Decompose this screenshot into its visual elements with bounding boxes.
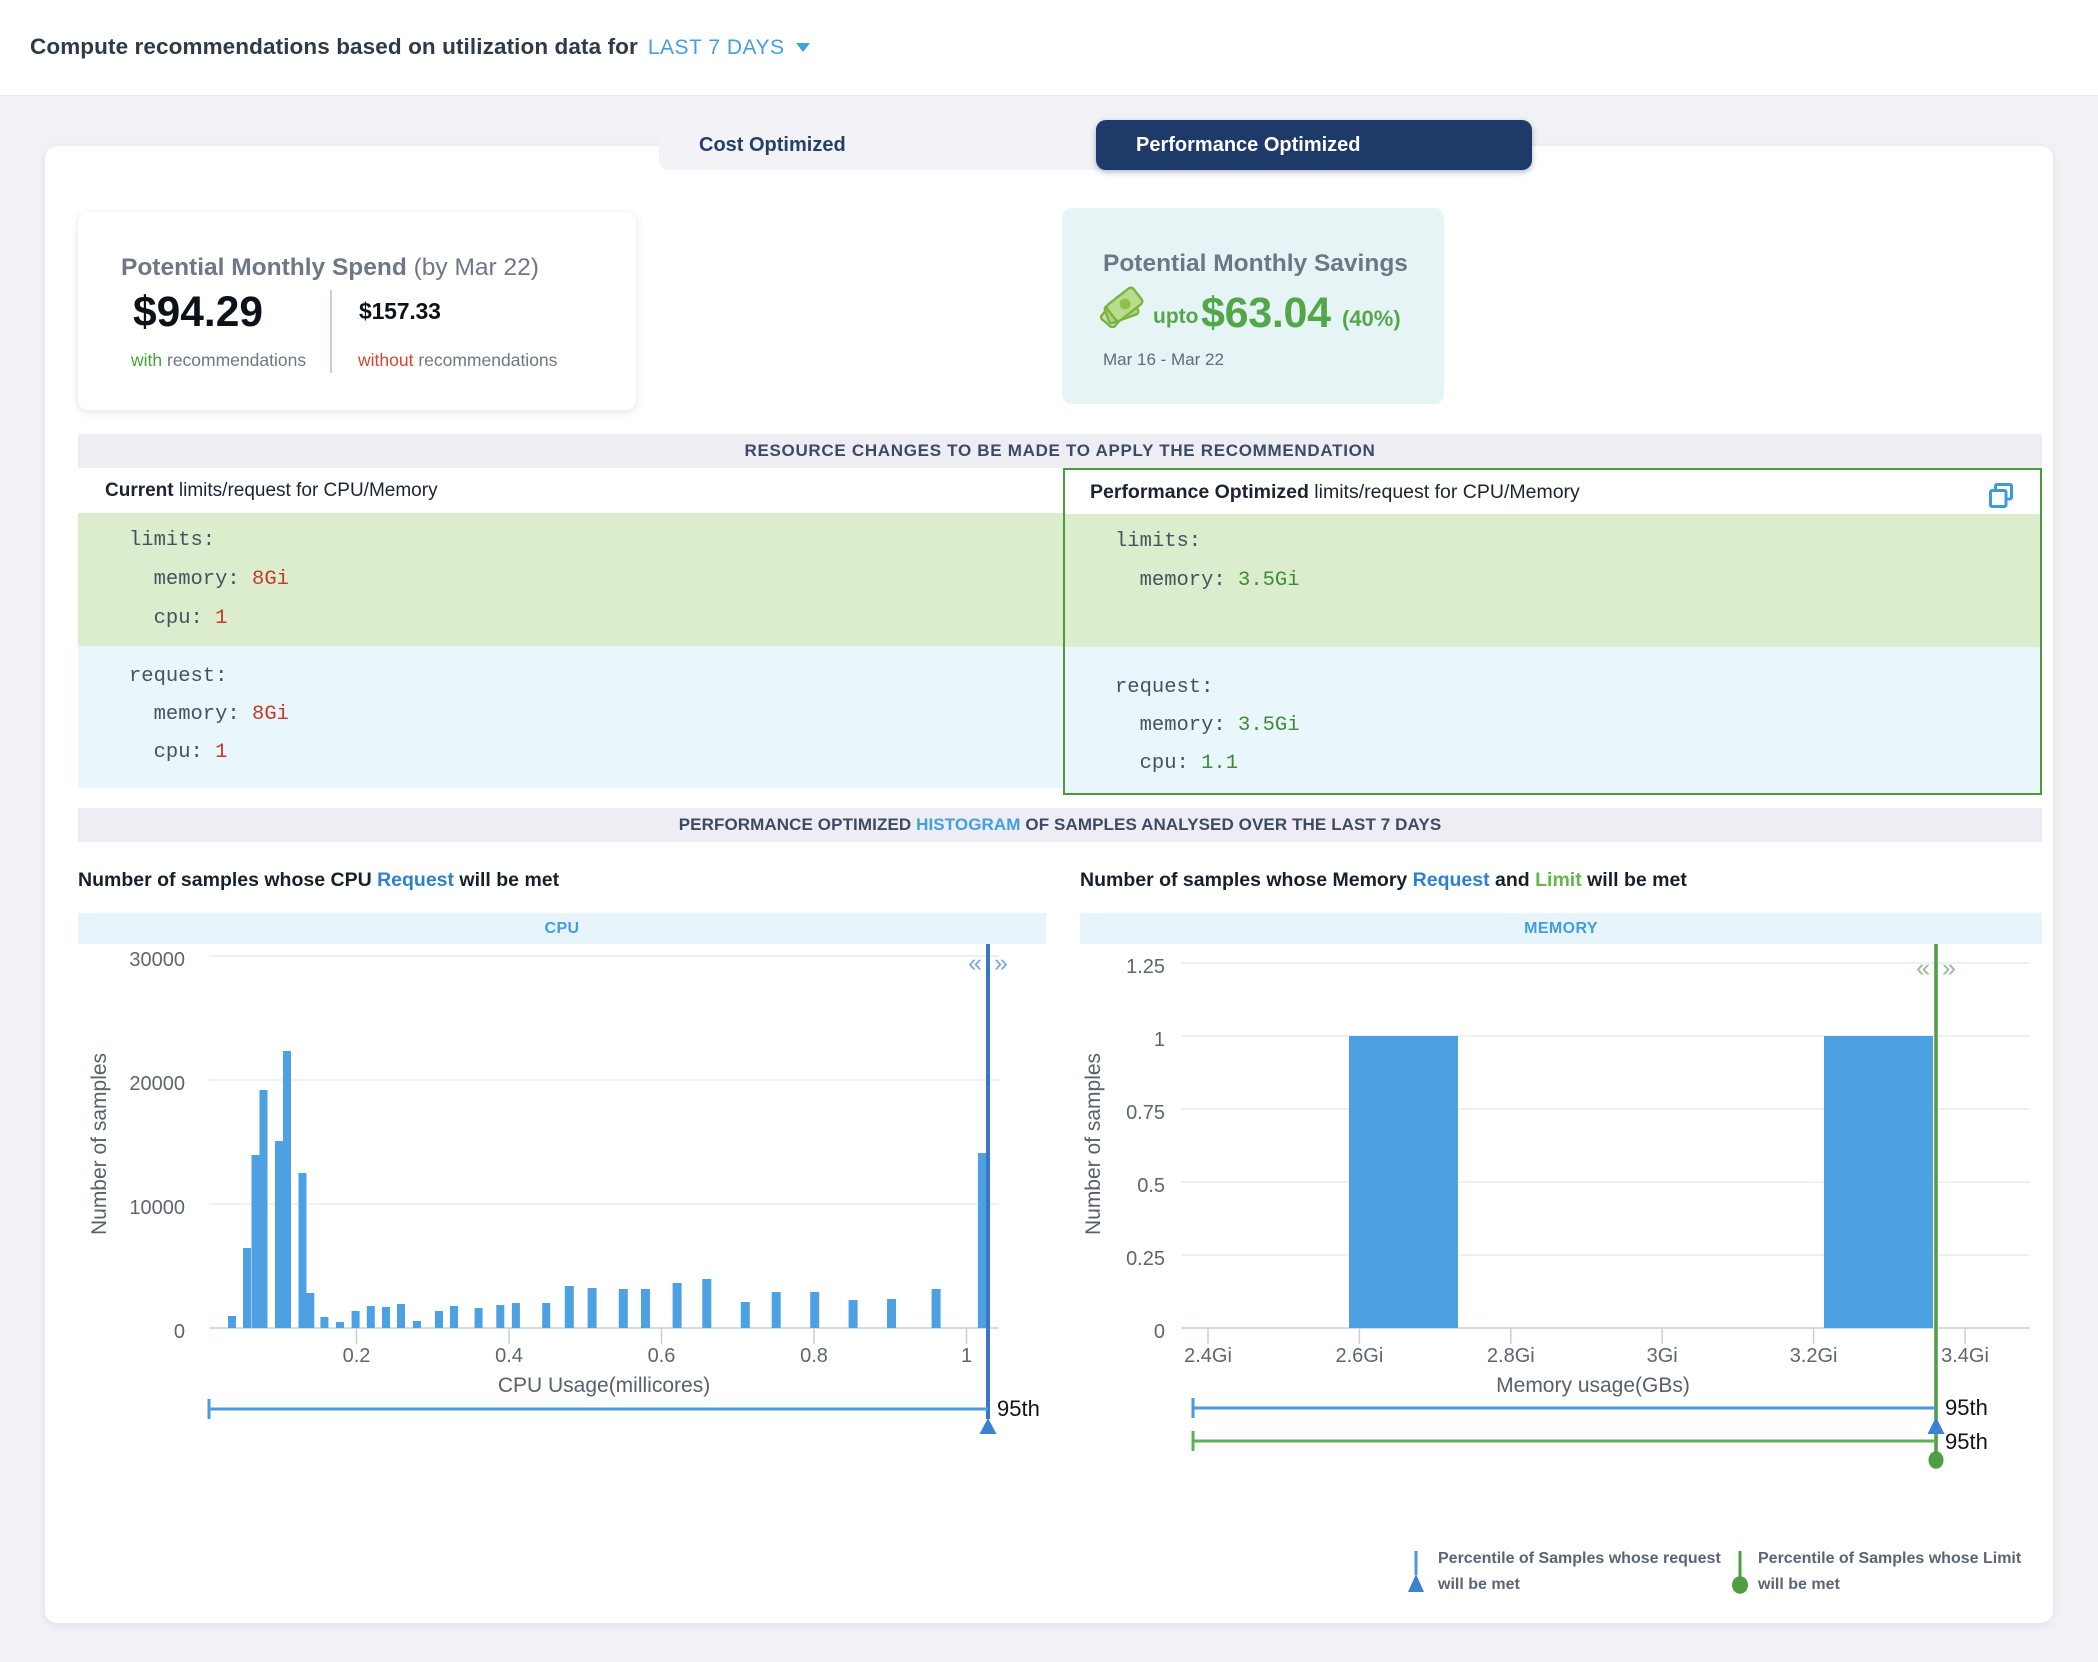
- svg-text:0.6: 0.6: [648, 1345, 676, 1367]
- svg-text:0: 0: [174, 1321, 185, 1343]
- svg-text:2.8Gi: 2.8Gi: [1487, 1345, 1535, 1367]
- svg-text:Number of samples: Number of samples: [1082, 1053, 1105, 1235]
- svg-text:«: «: [1916, 954, 1930, 982]
- svg-text:30000: 30000: [129, 949, 185, 971]
- svg-text:3.4Gi: 3.4Gi: [1941, 1345, 1989, 1367]
- svg-text:0.4: 0.4: [495, 1345, 523, 1367]
- svg-text:0.5: 0.5: [1137, 1175, 1165, 1197]
- svg-text:CPU Usage(millicores): CPU Usage(millicores): [498, 1374, 710, 1397]
- svg-text:0.75: 0.75: [1126, 1102, 1165, 1124]
- svg-text:10000: 10000: [129, 1197, 185, 1219]
- svg-text:0: 0: [1154, 1321, 1165, 1343]
- svg-text:0.2: 0.2: [343, 1345, 371, 1367]
- svg-text:2.6Gi: 2.6Gi: [1335, 1345, 1383, 1367]
- svg-text:2.4Gi: 2.4Gi: [1184, 1345, 1232, 1367]
- svg-text:»: »: [994, 949, 1008, 977]
- svg-text:1.25: 1.25: [1126, 956, 1165, 978]
- svg-text:0.8: 0.8: [800, 1345, 828, 1367]
- svg-text:1: 1: [961, 1345, 972, 1367]
- svg-text:95th: 95th: [997, 1396, 1040, 1421]
- svg-text:»: »: [1942, 954, 1956, 982]
- svg-text:3.2Gi: 3.2Gi: [1790, 1345, 1838, 1367]
- svg-text:95th: 95th: [1945, 1429, 1988, 1454]
- svg-text:0.25: 0.25: [1126, 1248, 1165, 1270]
- svg-text:20000: 20000: [129, 1073, 185, 1095]
- svg-text:3Gi: 3Gi: [1647, 1345, 1678, 1367]
- svg-text:«: «: [968, 949, 982, 977]
- svg-text:Memory usage(GBs): Memory usage(GBs): [1496, 1374, 1690, 1397]
- svg-text:Number of samples: Number of samples: [88, 1053, 111, 1235]
- svg-text:1: 1: [1154, 1029, 1165, 1051]
- svg-text:95th: 95th: [1945, 1395, 1988, 1420]
